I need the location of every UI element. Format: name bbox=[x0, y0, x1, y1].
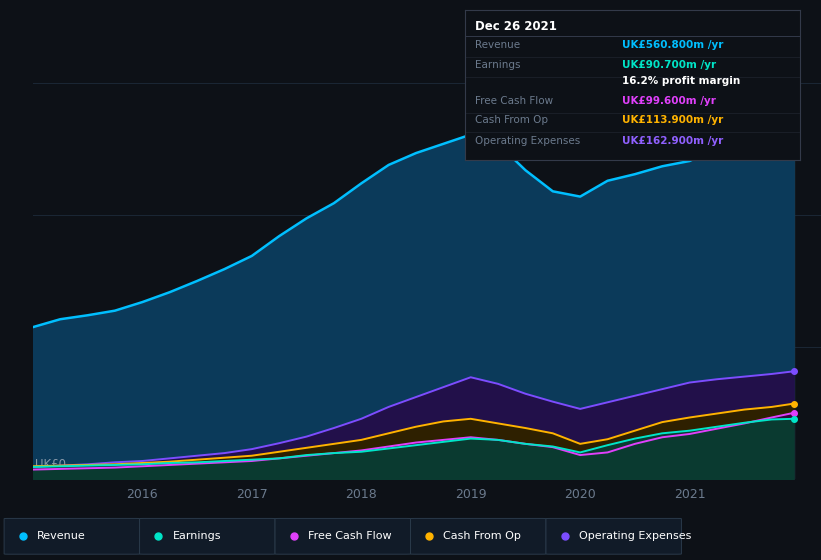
Text: 2017: 2017 bbox=[236, 488, 268, 501]
Text: Operating Expenses: Operating Expenses bbox=[475, 136, 580, 146]
Text: Free Cash Flow: Free Cash Flow bbox=[475, 96, 553, 105]
Text: 2018: 2018 bbox=[346, 488, 377, 501]
Text: UK£162.900m /yr: UK£162.900m /yr bbox=[622, 136, 723, 146]
FancyBboxPatch shape bbox=[4, 519, 140, 554]
FancyBboxPatch shape bbox=[140, 519, 275, 554]
Text: Cash From Op: Cash From Op bbox=[443, 531, 521, 542]
Text: Dec 26 2021: Dec 26 2021 bbox=[475, 21, 557, 34]
Text: Cash From Op: Cash From Op bbox=[475, 115, 548, 125]
Text: UK£90.700m /yr: UK£90.700m /yr bbox=[622, 59, 717, 69]
Text: 2020: 2020 bbox=[564, 488, 596, 501]
Text: Revenue: Revenue bbox=[37, 531, 85, 542]
Text: UK£113.900m /yr: UK£113.900m /yr bbox=[622, 115, 723, 125]
Text: Earnings: Earnings bbox=[172, 531, 221, 542]
Text: 16.2% profit margin: 16.2% profit margin bbox=[622, 76, 741, 86]
Text: UK£560.800m /yr: UK£560.800m /yr bbox=[622, 40, 724, 50]
Text: Earnings: Earnings bbox=[475, 59, 521, 69]
FancyBboxPatch shape bbox=[275, 519, 410, 554]
FancyBboxPatch shape bbox=[546, 519, 681, 554]
Text: Revenue: Revenue bbox=[475, 40, 521, 50]
FancyBboxPatch shape bbox=[410, 519, 546, 554]
Text: 2019: 2019 bbox=[455, 488, 487, 501]
Text: Free Cash Flow: Free Cash Flow bbox=[308, 531, 392, 542]
Text: 2021: 2021 bbox=[674, 488, 705, 501]
Text: UK£0: UK£0 bbox=[35, 458, 67, 470]
Text: UK£99.600m /yr: UK£99.600m /yr bbox=[622, 96, 717, 105]
Text: Operating Expenses: Operating Expenses bbox=[579, 531, 691, 542]
Text: UK£600m: UK£600m bbox=[35, 465, 93, 478]
Text: 2016: 2016 bbox=[126, 488, 158, 501]
